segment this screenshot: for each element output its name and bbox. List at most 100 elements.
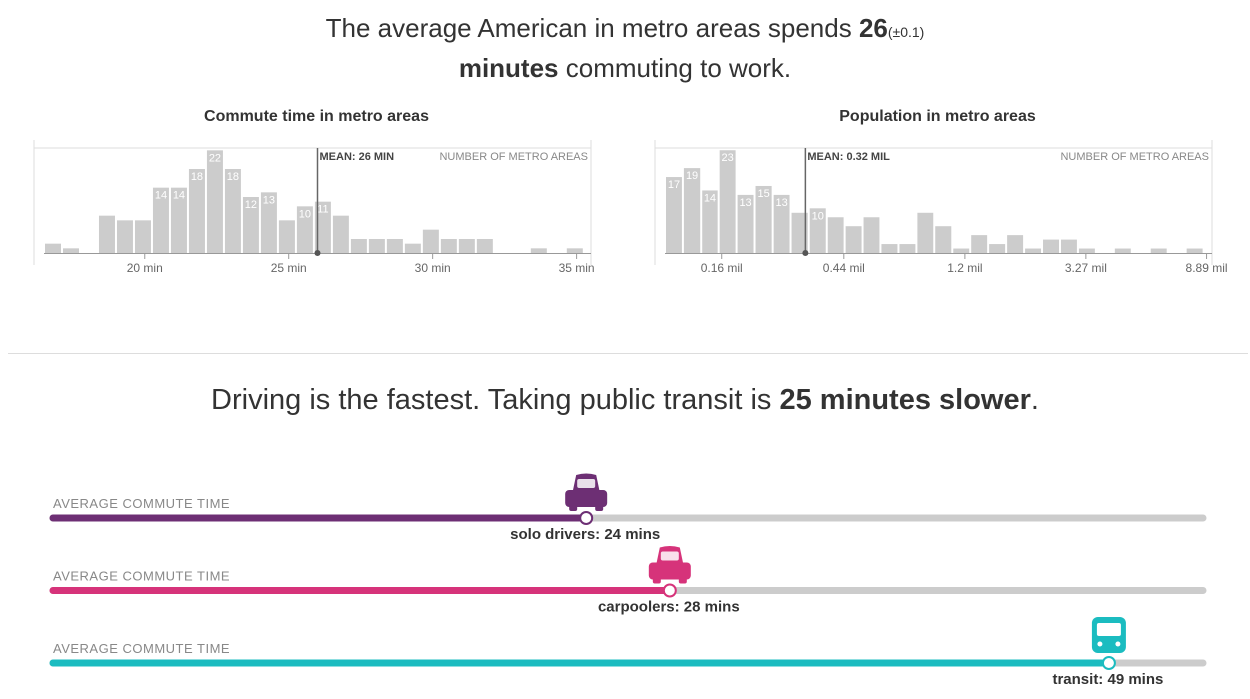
car-icon bbox=[569, 505, 578, 511]
track-marker bbox=[1101, 656, 1116, 670]
track-marker bbox=[579, 511, 594, 525]
histogram-bar bbox=[458, 239, 475, 253]
histogram-bar bbox=[827, 217, 844, 253]
bar-label: 15 bbox=[757, 188, 769, 200]
histogram-bar bbox=[224, 169, 241, 253]
car-icon bbox=[595, 505, 604, 511]
car-icon bbox=[648, 562, 691, 580]
track-marker bbox=[662, 583, 677, 598]
bar-label: 14 bbox=[704, 192, 716, 204]
bar-label: 10 bbox=[299, 208, 311, 220]
histogram-bar bbox=[935, 226, 952, 253]
car-icon bbox=[678, 577, 687, 584]
histogram-bar bbox=[881, 244, 898, 253]
y-axis-label: NUMBER OF METRO AREAS bbox=[439, 151, 588, 163]
car-icon bbox=[652, 577, 661, 584]
histogram-bar bbox=[863, 217, 880, 253]
histogram-bar bbox=[1043, 239, 1059, 253]
histogram-bar bbox=[566, 248, 583, 253]
histogram-bar bbox=[206, 150, 223, 253]
chart-title: Commute time in metro areas bbox=[204, 108, 429, 125]
histogram-bar bbox=[422, 229, 439, 253]
bar-label: 11 bbox=[317, 204, 328, 216]
chart-title: Population in metro areas bbox=[839, 108, 1036, 125]
histogram-bar bbox=[1007, 235, 1024, 253]
x-tick-label: 3.27 mil bbox=[1065, 261, 1107, 275]
x-tick-label: 0.44 mil bbox=[823, 261, 865, 275]
bar-label: 10 bbox=[812, 210, 824, 222]
histogram-bar bbox=[98, 215, 115, 253]
histogram-bar bbox=[440, 239, 457, 253]
row-label: AVERAGE COMMUTE TIME bbox=[53, 496, 230, 511]
histogram-bar bbox=[242, 197, 259, 253]
car-window bbox=[660, 551, 679, 561]
histogram-bar bbox=[702, 190, 718, 253]
mean-label: MEAN: 26 MIN bbox=[320, 151, 395, 163]
row-label: AVERAGE COMMUTE TIME bbox=[53, 569, 230, 584]
x-tick-label: 1.2 mil bbox=[947, 261, 982, 275]
histogram-bar bbox=[917, 212, 934, 253]
bar-label: 14 bbox=[155, 190, 167, 202]
histogram-bar bbox=[350, 239, 367, 253]
histogram-bar bbox=[386, 239, 403, 253]
x-tick-label: 8.89 mil bbox=[1186, 261, 1228, 275]
bar-label: 13 bbox=[775, 197, 787, 209]
histogram-bar bbox=[314, 201, 331, 253]
subheadline-text: . bbox=[1031, 384, 1039, 416]
bar-label: 14 bbox=[173, 190, 185, 202]
histogram-bar bbox=[1186, 248, 1203, 253]
headline-error: (±0.1) bbox=[888, 24, 924, 40]
histogram-bar bbox=[170, 187, 187, 253]
histogram-bar bbox=[899, 244, 916, 253]
x-tick-label: 25 min bbox=[271, 261, 307, 275]
bar-label: 22 bbox=[209, 152, 221, 164]
mean-dot bbox=[802, 250, 809, 256]
histogram-bar bbox=[773, 194, 790, 253]
value-label: transit: 49 mins bbox=[1052, 671, 1163, 688]
histogram-bar bbox=[719, 150, 736, 253]
histogram-bar bbox=[332, 215, 349, 253]
mean-label: MEAN: 0.32 MIL bbox=[807, 151, 890, 163]
histogram-bar bbox=[755, 185, 772, 253]
x-tick-label: 30 min bbox=[415, 261, 451, 275]
histogram-bar bbox=[134, 220, 151, 253]
subheadline-emphasis: 25 minutes slower bbox=[779, 384, 1030, 416]
x-tick-label: 0.16 mil bbox=[701, 261, 743, 275]
headline-text: commuting to work. bbox=[559, 53, 792, 83]
histogram-bar bbox=[953, 248, 970, 253]
row-label: AVERAGE COMMUTE TIME bbox=[53, 641, 230, 656]
value-label: solo drivers: 24 mins bbox=[510, 526, 660, 543]
histogram-bar bbox=[1078, 248, 1095, 253]
histogram-bar bbox=[296, 206, 313, 253]
histogram-bar bbox=[1114, 248, 1131, 253]
histogram-bar bbox=[404, 243, 421, 253]
histogram-bar bbox=[260, 192, 277, 253]
value-label: carpoolers: 28 mins bbox=[598, 599, 740, 616]
histogram-bar bbox=[476, 239, 493, 253]
headline-number: 26 bbox=[859, 13, 888, 43]
histogram-bar bbox=[809, 208, 826, 253]
histogram-bar bbox=[188, 169, 205, 253]
headline-unit: minutes bbox=[459, 53, 559, 83]
histogram-bar bbox=[152, 187, 169, 253]
headline-text: The average American in metro areas spen… bbox=[326, 13, 859, 43]
headline: The average American in metro areas spen… bbox=[326, 13, 925, 43]
car-window bbox=[577, 479, 596, 488]
histogram-bar bbox=[116, 220, 133, 253]
subheadline-text: Driving is the fastest. Taking public tr… bbox=[211, 384, 779, 416]
bar-label: 19 bbox=[686, 170, 698, 182]
histogram-bar bbox=[368, 239, 385, 253]
bus-light bbox=[1097, 641, 1103, 647]
histogram-bar bbox=[530, 248, 547, 253]
histogram-bar bbox=[737, 194, 754, 253]
histogram-bar bbox=[1150, 248, 1167, 253]
bar-label: 13 bbox=[739, 197, 751, 209]
bar-label: 12 bbox=[245, 199, 257, 211]
histogram-bar bbox=[845, 226, 862, 253]
histogram-bar bbox=[45, 243, 61, 253]
histogram-bar bbox=[666, 177, 682, 253]
bar-label: 18 bbox=[227, 171, 239, 183]
histogram-bar bbox=[278, 220, 295, 253]
